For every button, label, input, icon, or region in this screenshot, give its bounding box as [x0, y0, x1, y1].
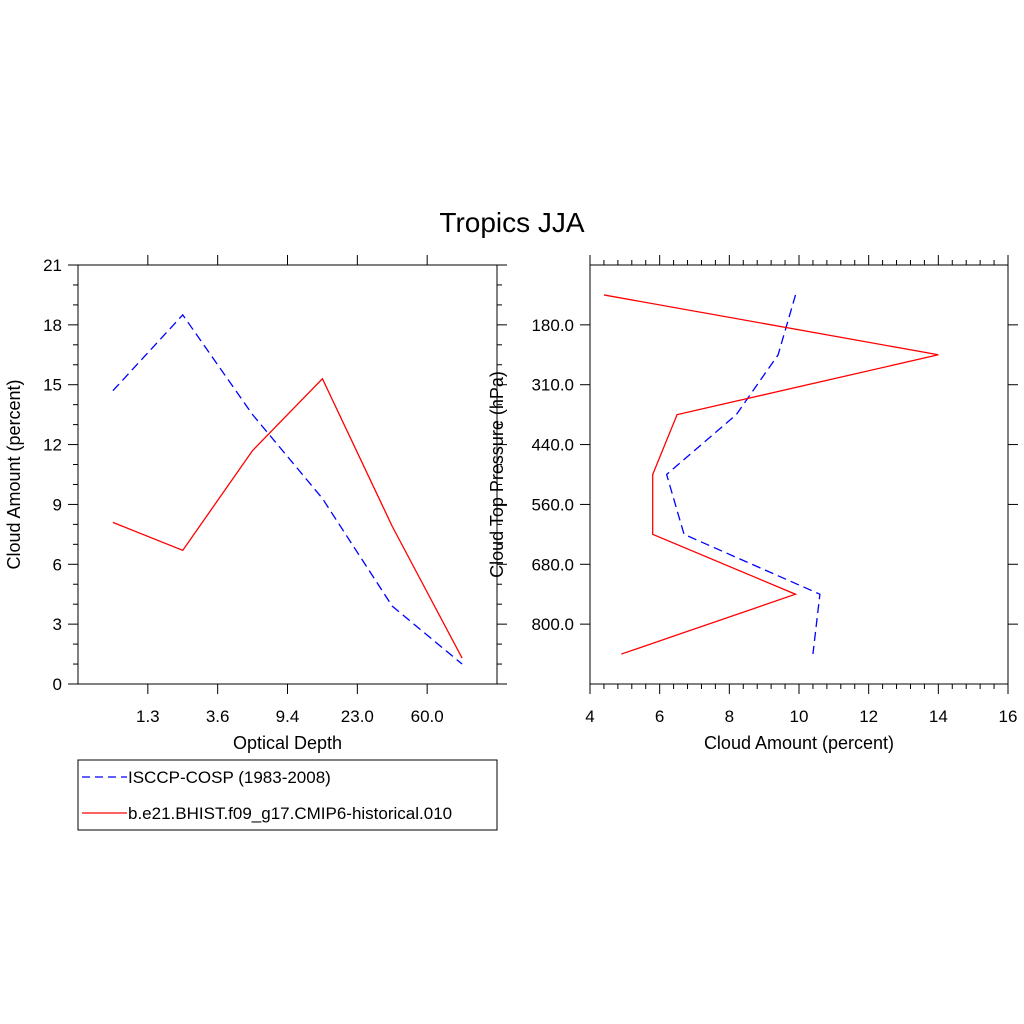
left-y-tick-label: 21: [43, 256, 62, 275]
right-x-tick-label: 14: [929, 707, 948, 726]
right-panel: 4 6 8 10 12 14 16 180.0 310.0 440.0 560.0 680.0 800.…: [487, 255, 1018, 753]
legend-label-isccp: ISCCP-COSP (1983-2008): [128, 768, 331, 787]
right-x-tick-label: 4: [585, 707, 594, 726]
left-plot-frame: [77, 264, 498, 685]
left-panel: 0 3 6 9 12 15 18 21 1.3 3.6 9.4 23.0 60.0 Optical De…: [4, 255, 507, 753]
right-x-tick-label: 8: [725, 707, 734, 726]
right-axis-ticks: 4 6 8 10 12 14 16 180.0 310.0 440.0 560.0 680.0 800.…: [531, 255, 1018, 726]
left-y-axis-label: Cloud Amount (percent): [4, 379, 24, 569]
right-y-tick-label: 680.0: [531, 555, 574, 574]
left-x-tick-label: 1.3: [136, 707, 160, 726]
right-series-group: [603, 294, 939, 655]
left-x-tick-label: 60.0: [411, 707, 444, 726]
left-y-tick-label: 18: [43, 316, 62, 335]
left-y-tick-label: 9: [53, 495, 62, 514]
legend-label-model: b.e21.BHIST.f09_g17.CMIP6-historical.010: [128, 804, 452, 823]
legend: ISCCP-COSP (1983-2008) b.e21.BHIST.f09_g…: [77, 759, 498, 831]
left-series-group: [112, 313, 463, 665]
right-series-line: [665, 294, 821, 655]
right-y-tick-label: 560.0: [531, 495, 574, 514]
left-y-tick-label: 15: [43, 376, 62, 395]
right-y-tick-label: 180.0: [531, 316, 574, 335]
right-series-line: [603, 294, 939, 655]
right-x-axis-label: Cloud Amount (percent): [704, 733, 894, 753]
left-y-tick-label: 12: [43, 436, 62, 455]
right-x-tick-label: 10: [790, 707, 809, 726]
left-y-tick-label: 6: [53, 555, 62, 574]
right-y-tick-label: 440.0: [531, 436, 574, 455]
left-y-tick-label: 0: [53, 675, 62, 694]
left-x-tick-label: 9.4: [276, 707, 300, 726]
left-series-line: [112, 313, 463, 665]
left-x-tick-label: 23.0: [341, 707, 374, 726]
left-axis-ticks: 0 3 6 9 12 15 18 21 1.3 3.6 9.4 23.0 60.0: [43, 255, 507, 726]
right-y-axis-label: Cloud Top Pressure (hPa): [487, 371, 507, 578]
legend-box: [77, 759, 498, 831]
right-x-tick-label: 16: [999, 707, 1018, 726]
right-y-tick-label: 800.0: [531, 615, 574, 634]
left-y-tick-label: 3: [53, 615, 62, 634]
right-x-tick-label: 12: [859, 707, 878, 726]
left-series-line: [112, 377, 463, 659]
chart-title: Tropics JJA: [439, 207, 585, 238]
left-x-axis-label: Optical Depth: [233, 733, 342, 753]
right-x-tick-label: 6: [655, 707, 664, 726]
left-x-tick-label: 3.6: [206, 707, 230, 726]
right-y-tick-label: 310.0: [531, 376, 574, 395]
